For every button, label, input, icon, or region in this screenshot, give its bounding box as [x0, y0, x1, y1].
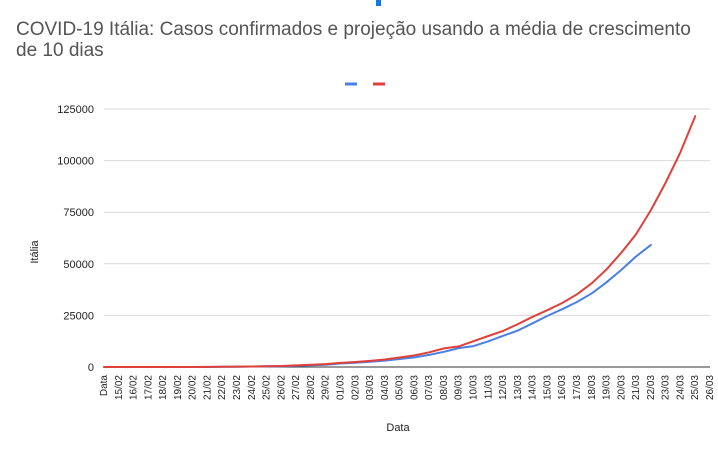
y-tick-label: 100000 — [57, 156, 94, 168]
x-tick-label: 17/03 — [572, 375, 583, 400]
x-tick-label: 18/02 — [158, 375, 169, 400]
x-tick-label: 15/02 — [114, 375, 125, 400]
x-tick-label: 02/03 — [350, 375, 361, 400]
x-tick-label: 06/03 — [409, 375, 420, 400]
chart-title: COVID-19 Itália: Casos confirmados e pro… — [16, 19, 691, 61]
top-scroll-marker — [376, 0, 381, 6]
y-tick-label: 75000 — [63, 207, 94, 219]
x-axis-label: Data — [386, 422, 410, 434]
x-tick-label: 21/02 — [202, 375, 213, 400]
x-tick-label: 03/03 — [365, 375, 376, 400]
x-tick-label: 01/03 — [335, 375, 346, 400]
x-tick-label: 16/03 — [557, 375, 568, 400]
x-tick-label: 26/02 — [276, 375, 287, 400]
x-tick-label: 09/03 — [454, 375, 465, 400]
x-tick-label: 18/03 — [587, 375, 598, 400]
x-tick-label: 04/03 — [380, 375, 391, 400]
series-line-1 — [103, 243, 652, 368]
x-tick-label: 20/02 — [188, 375, 199, 400]
x-tick-label: 29/02 — [321, 375, 332, 400]
x-tick-label: 17/02 — [143, 375, 154, 400]
x-tick-label: 15/03 — [542, 375, 553, 400]
x-tick-label: 11/03 — [483, 375, 494, 400]
x-tick-label: 25/03 — [690, 375, 701, 400]
x-tick-label: 07/03 — [424, 375, 435, 400]
x-tick-label: 10/03 — [469, 375, 480, 400]
x-tick-label: 05/03 — [395, 375, 406, 400]
x-axis-ticks: Data 15/02 16/02 17/02 18/02 19/02 20/02 21/02 2… — [99, 375, 716, 400]
x-tick-label: 23/02 — [232, 375, 243, 400]
x-tick-label: 22/02 — [217, 375, 228, 400]
x-tick-label: 19/03 — [602, 375, 613, 400]
x-tick-label: 22/03 — [646, 375, 657, 400]
x-tick-label: 28/02 — [306, 375, 317, 400]
y-tick-label: 0 — [88, 362, 94, 374]
x-tick-label: 16/02 — [129, 375, 140, 400]
x-tick-label: 24/02 — [247, 375, 258, 400]
y-axis-ticks: 0 25000 50000 75000 100000 125000 — [57, 104, 94, 374]
x-tick-label: 26/03 — [705, 375, 716, 400]
x-tick-label: 24/03 — [675, 375, 686, 400]
x-tick-label: 08/03 — [439, 375, 450, 400]
x-tick-label: 12/03 — [498, 375, 509, 400]
x-tick-label: Data — [99, 375, 110, 397]
x-tick-label: 27/02 — [291, 375, 302, 400]
x-tick-label: 20/03 — [616, 375, 627, 400]
gridlines — [104, 108, 710, 368]
x-tick-label: 14/03 — [528, 375, 539, 400]
x-tick-label: 19/02 — [173, 375, 184, 400]
series-lines — [103, 115, 697, 368]
y-axis-label: Itália — [29, 240, 41, 264]
series-line-2 — [103, 115, 697, 368]
y-tick-label: 25000 — [63, 310, 94, 322]
x-tick-label: 23/03 — [661, 375, 672, 400]
x-tick-label: 13/03 — [513, 375, 524, 400]
y-tick-label: 50000 — [63, 259, 94, 271]
x-tick-label: 21/03 — [631, 375, 642, 400]
x-tick-label: 25/02 — [262, 375, 273, 400]
y-tick-label: 125000 — [57, 104, 94, 116]
